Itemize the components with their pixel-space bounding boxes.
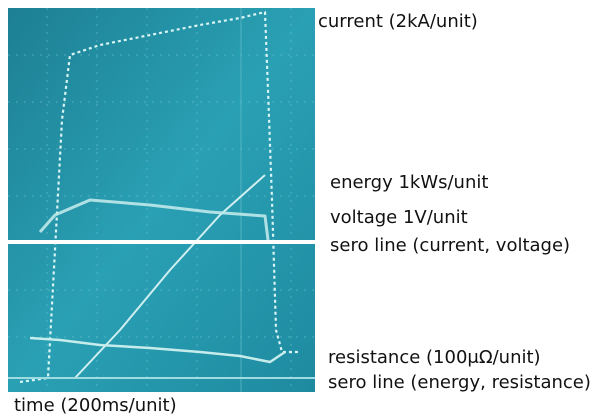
resistance-label: resistance (100μΩ/unit) [328, 347, 541, 368]
current-trace [19, 10, 300, 384]
resistance-trace [29, 336, 286, 364]
energy-label: energy 1kWs/unit [330, 172, 488, 193]
voltage-label: voltage 1V/unit [330, 207, 468, 228]
traces [8, 10, 315, 384]
screen-background [8, 8, 315, 392]
zero-line-label: sero line (energy, resistance) [328, 372, 591, 393]
voltage-trace [38, 198, 270, 241]
zero-line-label: sero line (current, voltage) [330, 235, 570, 256]
screen-grid [8, 8, 315, 392]
time-label: time (200ms/unit) [14, 395, 177, 416]
oscilloscope-screen [8, 8, 315, 392]
current-label: current (2kA/unit) [318, 11, 478, 32]
